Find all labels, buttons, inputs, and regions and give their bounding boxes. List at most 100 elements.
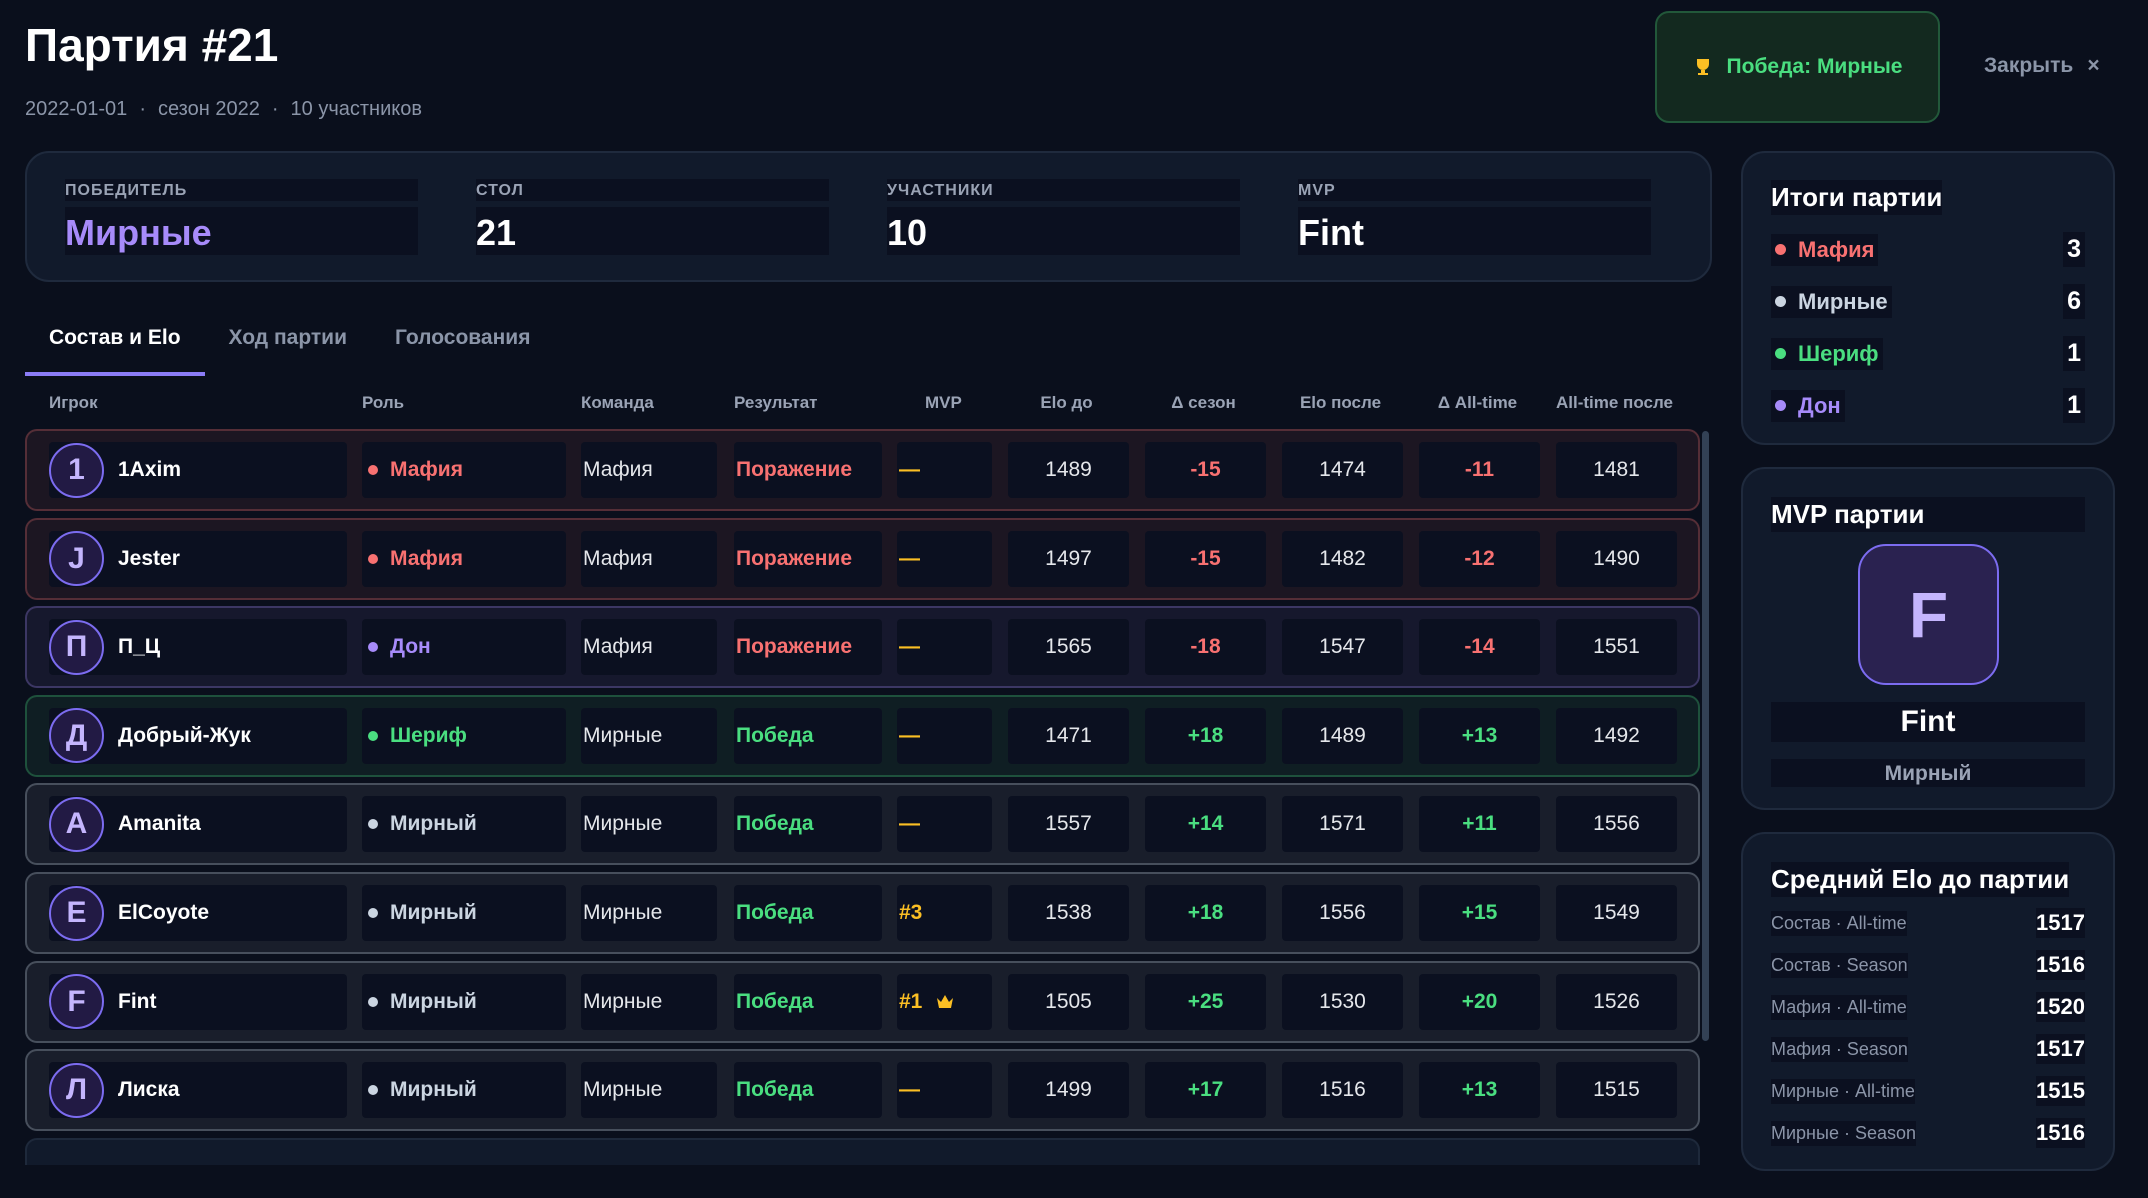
- mvp: #1: [899, 989, 923, 1013]
- avg-value: 1516: [2036, 950, 2085, 980]
- role-icon: [368, 819, 378, 830]
- cell: Победа: [734, 885, 882, 941]
- avg-value: 1517: [2036, 1034, 2085, 1064]
- cell: 1530: [1282, 973, 1403, 1030]
- cell: Мирный: [362, 796, 566, 853]
- cell: 1489: [1008, 442, 1129, 498]
- player-name: ElCoyote: [118, 901, 210, 924]
- crown-icon: [937, 994, 954, 1008]
- elo-before: 1471: [1045, 723, 1092, 747]
- team-count: 6: [2063, 284, 2085, 319]
- avg-label: Мафия · All-time: [1771, 994, 1907, 1020]
- cell: Мафия: [362, 530, 566, 587]
- delta-alltime: +11: [1462, 812, 1497, 836]
- player-row[interactable]: 1 1Axim Мафия Мафия Поражение — 1489 -15 1474 -11…: [25, 429, 1700, 511]
- column-header: Δ All-time: [1437, 393, 1518, 412]
- scrollbar[interactable]: [1702, 431, 1709, 1041]
- cell: 1482: [1282, 530, 1403, 587]
- team-name: Мирные: [1771, 285, 1892, 318]
- delta-season: +25: [1187, 989, 1224, 1013]
- player-row[interactable]: Д Добрый-Жук Шериф Мирные Победа — 1471 +18 1489…: [25, 694, 1700, 777]
- cell: Мирные: [581, 707, 717, 764]
- tab[interactable]: Ход партии: [228, 326, 347, 349]
- elo-before: 1499: [1045, 1078, 1092, 1102]
- avatar: Л: [49, 1062, 104, 1118]
- avg-item: Состав · All-time 1517: [1771, 908, 2085, 938]
- tab[interactable]: Состав и Elo: [25, 318, 205, 376]
- player-row[interactable]: E ElCoyote Мирный Мирные Победа #3 1538 +18 1556…: [25, 872, 1700, 954]
- team-count: 1: [2063, 336, 2085, 371]
- avatar: A: [49, 796, 104, 852]
- cell: Победа: [734, 707, 882, 764]
- cell: +15: [1419, 885, 1540, 941]
- team-count: 3: [2063, 232, 2085, 267]
- cell: Поражение: [734, 442, 882, 498]
- result-item: Дон 1: [1771, 388, 2085, 423]
- cell: —: [897, 530, 992, 587]
- close-button[interactable]: Закрыть ×: [1984, 54, 2100, 78]
- cell: 1551: [1556, 619, 1677, 676]
- result: Победа: [736, 989, 814, 1013]
- cell: Мирные: [581, 796, 717, 853]
- column-header: Игрок: [49, 393, 98, 412]
- player-name: Лиска: [118, 1078, 180, 1102]
- cell: Мафия: [581, 442, 717, 498]
- tab[interactable]: Голосования: [395, 326, 531, 349]
- cell: —: [897, 707, 992, 764]
- player-row[interactable]: F Fint Мирный Мирные Победа #1 1505 +25 1530 +20 1…: [25, 960, 1700, 1043]
- avg-item: Мирные · All-time 1515: [1771, 1076, 2085, 1106]
- avg-item: Мафия · Season 1517: [1771, 1034, 2085, 1064]
- player-row[interactable]: Л Лиска Мирный Мирные Победа — 1499 +17 1516 +13 1…: [25, 1049, 1700, 1132]
- role-icon: [368, 908, 378, 918]
- mvp-role: Мирный: [1771, 759, 2085, 787]
- player-row[interactable]: П П_Ц Дон Мафия Поражение — 1565 -18 1547 -14 1551: [25, 606, 1700, 689]
- cell: 1481: [1556, 442, 1677, 498]
- date: 2022-01-01: [25, 98, 128, 120]
- avg-value: 1517: [2036, 908, 2085, 938]
- cell: 1538: [1008, 885, 1129, 941]
- delta-season: +18: [1187, 901, 1224, 924]
- cell: 1557: [1008, 796, 1129, 853]
- role-icon: [368, 465, 378, 475]
- delta-alltime: -12: [1464, 546, 1495, 570]
- cell: 1516: [1282, 1062, 1403, 1119]
- cell: 1526: [1556, 973, 1677, 1030]
- summary-value: Мирные: [65, 207, 418, 255]
- team-label: Мирные: [1798, 288, 1888, 314]
- mvp-card: MVP партии F Fint Мирный: [1741, 467, 2115, 810]
- cell: —: [897, 796, 992, 853]
- role-icon: [368, 553, 378, 564]
- cell: Победа: [734, 1062, 882, 1119]
- player-row[interactable]: J Jester Мафия Мафия Поражение — 1497 -15 1482 -1…: [25, 517, 1700, 600]
- avg-elo-card: Средний Elo до партии Состав · All-time 1…: [1741, 832, 2115, 1171]
- cell: Дон: [362, 619, 566, 676]
- role-icon: [368, 730, 378, 741]
- cell: Л Лиска: [49, 1062, 347, 1119]
- cell: Мафия: [362, 442, 566, 498]
- summary-label: MVP: [1298, 179, 1651, 201]
- elo-before: 1538: [1045, 901, 1092, 924]
- cell: Мирный: [362, 973, 566, 1030]
- tabs: Состав и Elo Ход партии Голосования: [25, 318, 554, 376]
- summary-label: СТОЛ: [476, 179, 829, 201]
- team-icon: [1775, 400, 1786, 411]
- cell: 1571: [1282, 796, 1403, 853]
- column-header: Elo после: [1299, 393, 1382, 412]
- avatar: П: [49, 619, 104, 675]
- cell: 1490: [1556, 530, 1677, 587]
- mvp: —: [899, 1078, 920, 1102]
- player-name: Fint: [118, 989, 157, 1013]
- result: Поражение: [736, 458, 852, 481]
- mvp: —: [899, 635, 920, 659]
- cell: 1547: [1282, 619, 1403, 676]
- cell: Мирные: [581, 885, 717, 941]
- cell: +20: [1419, 973, 1540, 1030]
- player-name: 1Axim: [118, 458, 182, 481]
- result: Поражение: [736, 635, 852, 659]
- cell: J Jester: [49, 530, 347, 587]
- column-header: Результат: [734, 393, 818, 412]
- player-row[interactable]: A Amanita Мирный Мирные Победа — 1557 +14 1571 +1…: [25, 783, 1700, 866]
- elo-before: 1565: [1045, 635, 1092, 659]
- avg-value: 1520: [2036, 992, 2085, 1022]
- elo-before: 1497: [1045, 546, 1092, 570]
